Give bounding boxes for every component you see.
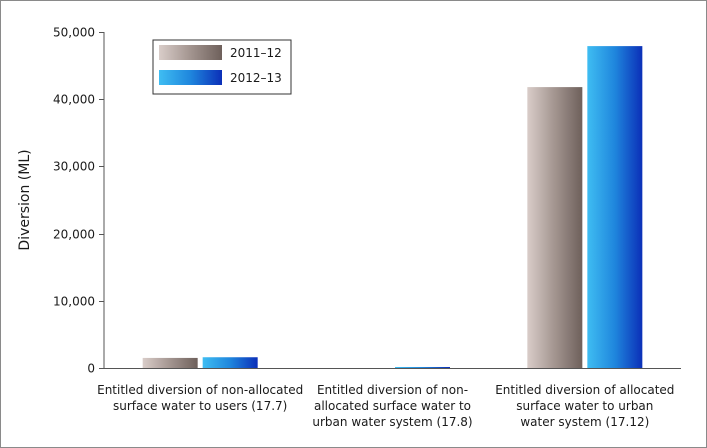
bar-series2 [395, 366, 450, 368]
category-labels: Entitled diversion of non-allocated surfa… [97, 383, 674, 429]
y-tick-label: 0 [87, 362, 95, 376]
y-axis-title: Diversion (ML) [17, 149, 33, 250]
legend: 2011–12 2012–13 [152, 39, 292, 95]
category-label-line: Entitled diversion of non-allocated [97, 383, 303, 397]
legend-swatch-1 [159, 45, 222, 60]
category-label-line: urban water system (17.8) [312, 415, 472, 429]
y-tick-label: 20,000 [53, 228, 95, 242]
category-label-line: surface water to urban [516, 399, 653, 413]
bars [142, 46, 643, 368]
category-label-line: surface water to users (17.7) [113, 399, 287, 413]
y-tick-label: 10,000 [53, 295, 95, 309]
category-label-line: Entitled diversion of allocated [495, 383, 674, 397]
bar-series2 [202, 357, 258, 368]
y-tick-label: 40,000 [53, 93, 95, 107]
category-label: Entitled diversion of allocated surface w… [495, 383, 674, 429]
bar-series1 [527, 87, 583, 368]
category-label: Entitled diversion of non-allocated surfa… [97, 383, 303, 413]
legend-label: 2011–12 [230, 46, 282, 60]
bar-series1 [142, 357, 198, 368]
y-tick-label: 50,000 [53, 26, 95, 40]
category-label-line: allocated surface water to [314, 399, 471, 413]
legend-swatch-2 [159, 70, 222, 85]
y-axis: 0 10,000 20,000 30,000 40,000 50,000 [53, 26, 105, 376]
category-label-line: water system (17.12) [520, 415, 649, 429]
category-label-line: Entitled diversion of non- [317, 383, 468, 397]
legend-label: 2012–13 [230, 71, 282, 85]
bar-series2 [587, 46, 643, 368]
y-tick-label: 30,000 [53, 160, 95, 174]
category-label: Entitled diversion of non-allocated surf… [312, 383, 472, 429]
